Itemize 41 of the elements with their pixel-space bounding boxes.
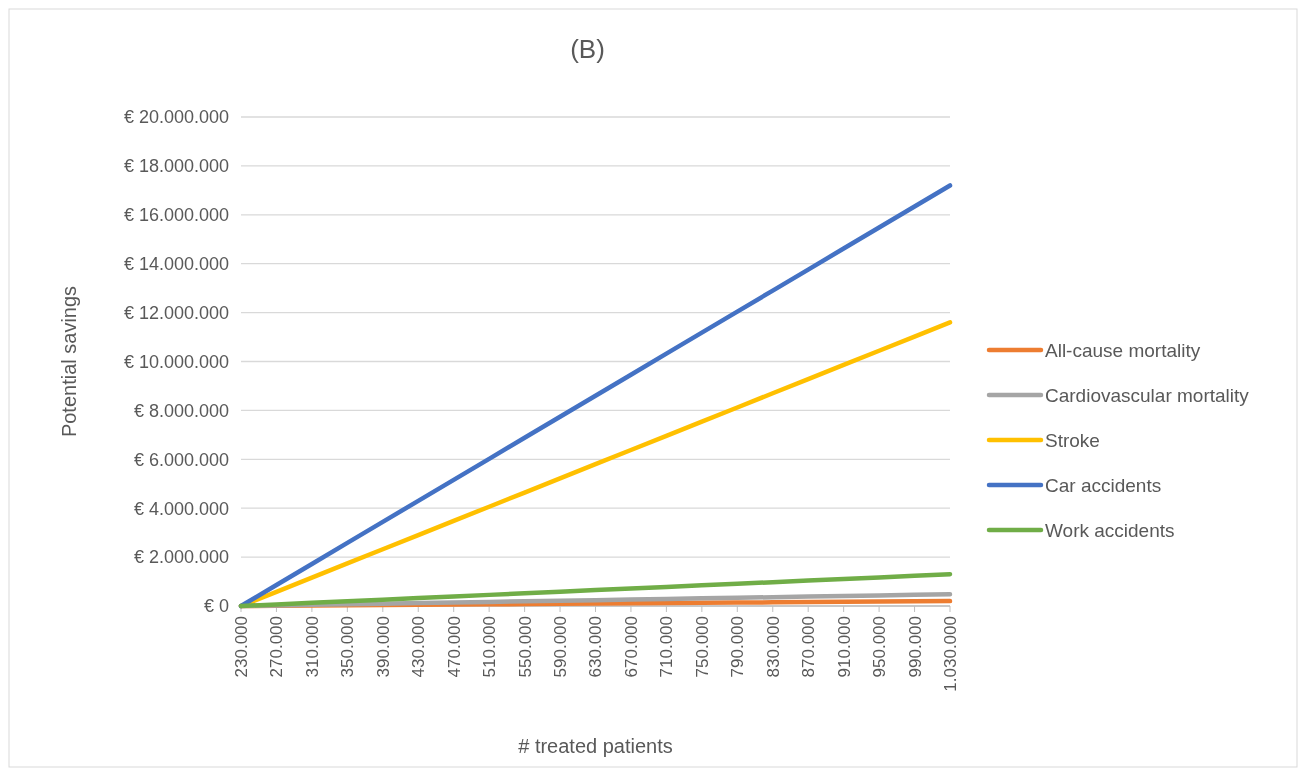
y-tick-label: € 20.000.000 — [123, 107, 229, 128]
legend-label: All-cause mortality — [1045, 339, 1201, 361]
x-tick-label: 750.000 — [692, 616, 712, 678]
y-tick-label: € 12.000.000 — [123, 302, 229, 323]
x-tick-label: 1.030.000 — [940, 616, 960, 692]
chart-title: (B) — [570, 34, 605, 64]
line-series — [238, 571, 953, 609]
x-tick-label: 990.000 — [905, 616, 925, 678]
y-tick-label: € 6.000.000 — [133, 449, 229, 470]
x-tick-label: 470.000 — [444, 616, 464, 678]
x-tick-label: 670.000 — [621, 616, 641, 678]
x-tick-label: 790.000 — [728, 616, 748, 678]
x-tick-label: 950.000 — [870, 616, 890, 678]
x-tick-label: 870.000 — [799, 616, 819, 678]
y-tick-label: € 16.000.000 — [123, 205, 229, 226]
y-tick-label: € 4.000.000 — [133, 498, 229, 519]
legend-label: Work accidents — [1045, 519, 1175, 541]
legend-label: Car accidents — [1045, 474, 1162, 496]
x-axis-title: # treated patients — [518, 735, 673, 757]
x-tick-label: 830.000 — [763, 616, 783, 678]
x-tick-label: 590.000 — [551, 616, 570, 678]
y-tick-label: € 8.000.000 — [133, 400, 229, 421]
x-tick-label: 510.000 — [480, 616, 500, 678]
y-tick-label: € 18.000.000 — [123, 156, 229, 177]
x-tick-label: 350.000 — [338, 616, 358, 678]
y-tick-label: € 2.000.000 — [133, 547, 229, 568]
x-tick-label: 230.000 — [231, 616, 251, 678]
x-tick-label: 270.000 — [267, 616, 287, 678]
x-tick-label: 550.000 — [515, 616, 535, 678]
x-tick-label: 430.000 — [409, 616, 429, 678]
legend-label: Stroke — [1045, 429, 1100, 451]
x-tick-label: 310.000 — [302, 616, 322, 678]
y-tick-label: € 10.000.000 — [123, 351, 229, 372]
y-tick-label: € 14.000.000 — [123, 254, 229, 274]
y-axis-title: Potential savings — [58, 285, 80, 438]
x-tick-label: 630.000 — [586, 616, 606, 678]
y-tick-label: € 0 — [203, 596, 229, 617]
x-tick-label: 910.000 — [834, 616, 854, 678]
x-tick-label: 390.000 — [373, 616, 393, 678]
x-tick-label: 710.000 — [657, 616, 677, 678]
legend-label: Cardiovascular mortality — [1045, 384, 1250, 406]
